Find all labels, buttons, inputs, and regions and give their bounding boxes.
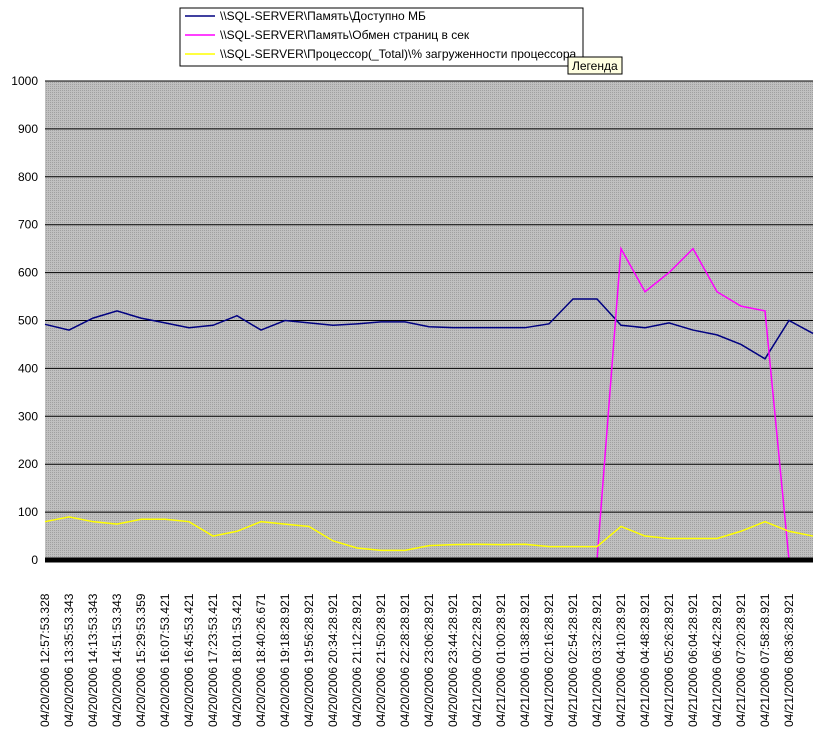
series-line	[44, 298, 814, 360]
x-tick-label: 04/20/2006 18:01:53.421	[230, 593, 244, 727]
x-tick-label: 04/20/2006 21:50:28.921	[374, 593, 388, 727]
legend-label: \\SQL-SERVER\Процессор(_Total)\% загруже…	[220, 47, 576, 61]
tooltip: Легенда	[572, 59, 618, 73]
y-tick-label: 200	[18, 457, 38, 471]
y-tick-label: 800	[18, 170, 38, 184]
x-tick-label: 04/20/2006 14:13:53.343	[86, 593, 100, 727]
x-tick-label: 04/21/2006 04:10:28.921	[614, 593, 628, 727]
x-tick-label: 04/20/2006 14:51:53.343	[110, 593, 124, 727]
x-tick-label: 04/21/2006 08:36:28.921	[782, 593, 796, 727]
legend-box	[179, 7, 584, 67]
y-tick-label: 900	[18, 122, 38, 136]
x-tick-label: 04/20/2006 23:06:28.921	[422, 593, 436, 727]
y-tick-label: 600	[18, 266, 38, 280]
legend-label: \\SQL-SERVER\Память\Обмен страниц в сек	[220, 28, 470, 42]
x-tick-label: 04/21/2006 01:38:28.921	[518, 593, 532, 727]
x-tick-label: 04/20/2006 13:35:53.343	[62, 593, 76, 727]
x-tick-label: 04/20/2006 21:12:28.921	[350, 593, 364, 727]
y-tick-label: 300	[18, 409, 38, 423]
x-tick-label: 04/21/2006 05:26:28.921	[662, 593, 676, 727]
x-tick-label: 04/20/2006 17:23:53.421	[206, 593, 220, 727]
x-tick-label: 04/21/2006 03:32:28.921	[590, 593, 604, 727]
x-tick-label: 04/20/2006 19:56:28.921	[302, 593, 316, 727]
x-tick-label: 04/20/2006 23:44:28.921	[446, 593, 460, 727]
x-tick-label: 04/21/2006 02:16:28.921	[542, 593, 556, 727]
x-tick-label: 04/21/2006 04:48:28.921	[638, 593, 652, 727]
y-tick-label: 0	[31, 553, 38, 567]
x-tick-label: 04/20/2006 15:29:53.359	[134, 593, 148, 727]
x-tick-label: 04/20/2006 16:45:53.421	[182, 593, 196, 727]
x-tick-label: 04/21/2006 01:00:28.921	[494, 593, 508, 727]
x-tick-label: 04/21/2006 07:58:28.921	[758, 593, 772, 727]
x-tick-label: 04/21/2006 02:54:28.921	[566, 593, 580, 727]
legend: \\SQL-SERVER\Память\Доступно МБ \\SQL-SER…	[185, 9, 576, 61]
x-tick-label: 04/20/2006 22:28:28.921	[398, 593, 412, 727]
x-tick-label: 04/21/2006 07:20:28.921	[734, 593, 748, 727]
y-tick-label: 400	[18, 361, 38, 375]
x-tick-label: 04/20/2006 18:40:26.671	[254, 593, 268, 727]
y-tick-label: 100	[18, 505, 38, 519]
x-tick-label: 04/20/2006 20:34:28.921	[326, 593, 340, 727]
series-line	[44, 516, 814, 552]
x-tick-label: 04/21/2006 06:04:28.921	[686, 593, 700, 727]
x-tick-label: 04/20/2006 16:07:53.421	[158, 593, 172, 727]
legend-label: \\SQL-SERVER\Память\Доступно МБ	[220, 9, 426, 23]
x-tick-label: 04/20/2006 12:57:53.328	[38, 593, 52, 727]
y-tick-label: 1000	[11, 74, 38, 88]
y-tick-label: 500	[18, 314, 38, 328]
x-tick-label: 04/21/2006 06:42:28.921	[710, 593, 724, 727]
x-tick-label: 04/20/2006 19:18:28.921	[278, 593, 292, 727]
tooltip-box	[567, 56, 623, 75]
y-tick-label: 700	[18, 218, 38, 232]
x-tick-label: 04/21/2006 00:22:28.921	[470, 593, 484, 727]
